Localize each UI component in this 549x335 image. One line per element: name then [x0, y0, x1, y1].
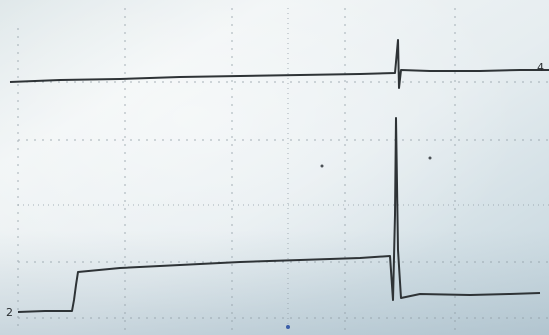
channel-2-marker: 2 [6, 306, 13, 319]
graticule [17, 8, 549, 330]
trigger-marker [286, 325, 290, 329]
speck [320, 164, 324, 168]
screen-shading [0, 230, 549, 335]
speck [428, 156, 432, 160]
channel-4-marker: 4 [537, 61, 544, 74]
channel-2-trace [17, 117, 541, 313]
channel-4-trace [9, 39, 549, 89]
screen-specks [286, 156, 432, 329]
